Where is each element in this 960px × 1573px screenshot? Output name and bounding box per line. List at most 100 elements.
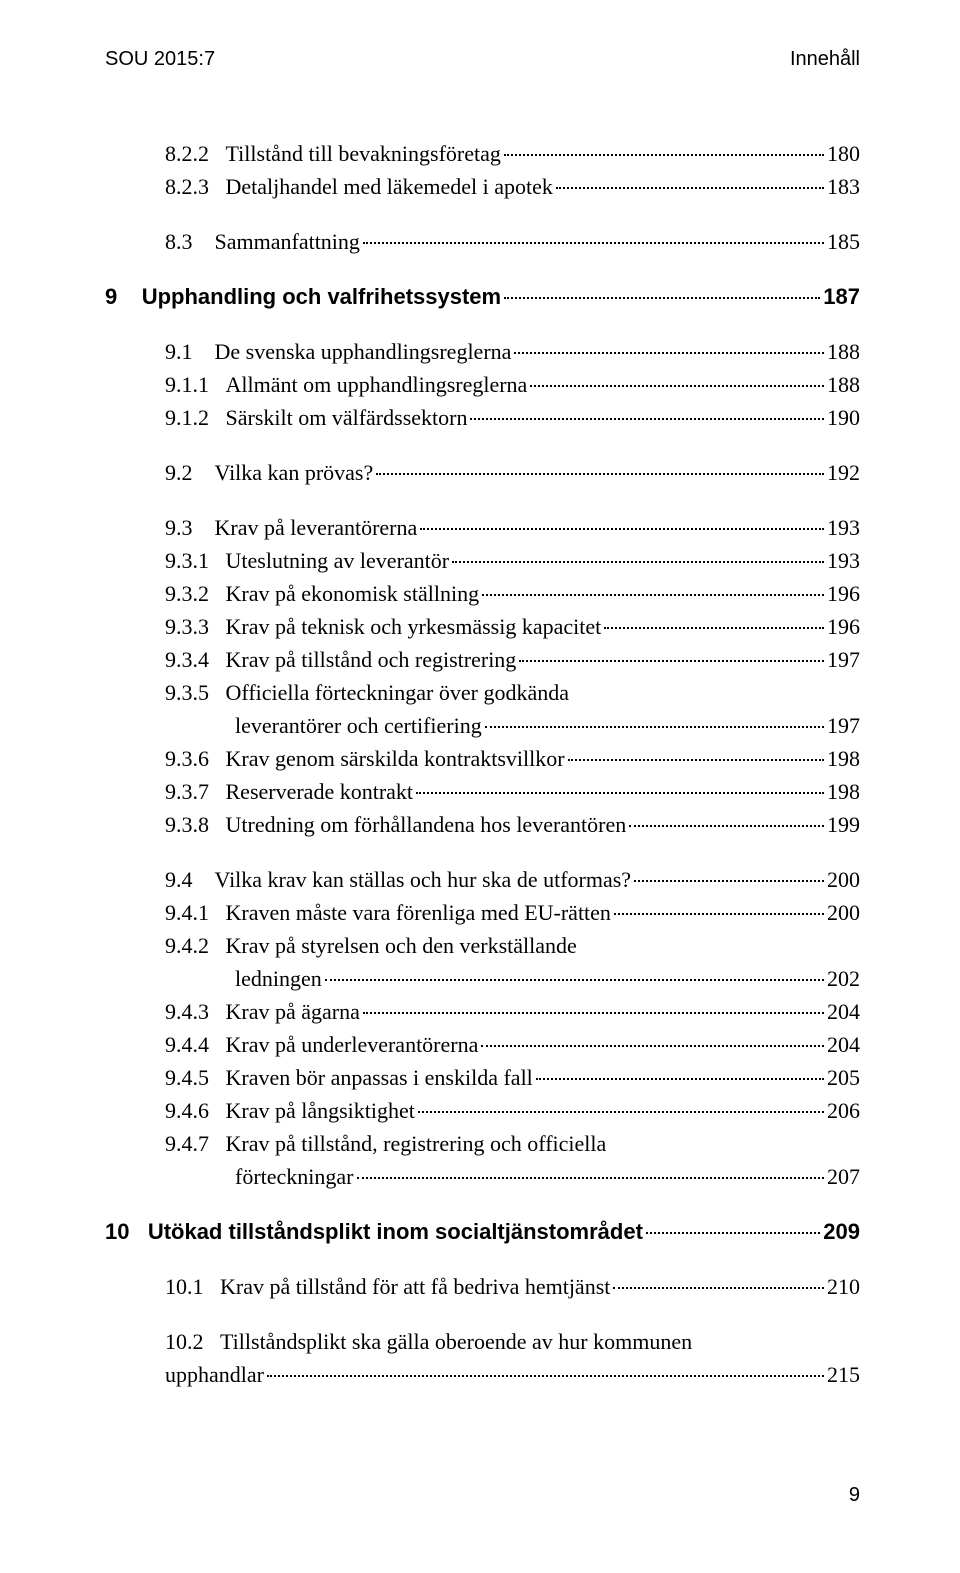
page-number: 9: [849, 1484, 860, 1507]
toc-entry: 9.4.6 Krav på långsiktighet206: [105, 1094, 860, 1127]
toc-entry-label: Tillstånd till bevakningsföretag: [226, 137, 501, 170]
toc-entry: 9.3.4 Krav på tillstånd och registrering…: [105, 643, 860, 676]
toc-entry-continuation: upphandlar215: [105, 1358, 860, 1391]
toc-entry-page: 187: [823, 280, 860, 313]
toc-entry-continuation: leverantörer och certifiering 197: [105, 709, 860, 742]
toc-leader: [646, 1232, 820, 1234]
toc-entry-label: Krav på leverantörerna: [215, 511, 418, 544]
toc-entry: 9.3 Krav på leverantörerna 193: [105, 511, 860, 544]
toc-entry-page: 183: [827, 170, 860, 203]
toc-entry: 8.3 Sammanfattning185: [105, 225, 860, 258]
toc-entry-label: ledningen: [235, 962, 322, 995]
toc-entry-page: 196: [827, 577, 860, 610]
toc-entry-number: 9.4.1: [165, 896, 226, 929]
toc-entry-page: 209: [823, 1215, 860, 1248]
table-of-contents: 8.2.2 Tillstånd till bevakningsföretag 18…: [105, 137, 860, 1391]
document-page: SOU 2015:7 Innehåll 8.2.2 Tillstånd till…: [0, 0, 960, 1573]
toc-leader: [363, 242, 824, 244]
toc-entry-label: Vilka kan prövas?: [215, 456, 374, 489]
toc-entry: 9.4 Vilka krav kan ställas och hur ska d…: [105, 863, 860, 896]
toc-leader: [357, 1177, 825, 1179]
toc-leader: [530, 385, 824, 387]
toc-entry-page: 200: [827, 863, 860, 896]
toc-entry-label: Krav på långsiktighet: [226, 1094, 415, 1127]
toc-entry-number: 10.1: [165, 1270, 220, 1303]
toc-entry-page: 205: [827, 1061, 860, 1094]
toc-entry-number: 9.3.5: [165, 676, 226, 709]
toc-entry-number: 9.4.4: [165, 1028, 226, 1061]
toc-entry-number: 9.3.4: [165, 643, 226, 676]
toc-entry-page: 188: [827, 368, 860, 401]
toc-leader: [568, 759, 824, 761]
toc-entry-label: Vilka krav kan ställas och hur ska de ut…: [215, 863, 632, 896]
toc-entry-number: 9.4.7: [165, 1127, 226, 1160]
toc-entry-page: 199: [827, 808, 860, 841]
toc-leader: [504, 154, 824, 156]
toc-leader: [325, 979, 824, 981]
running-head-left: SOU 2015:7: [105, 48, 215, 71]
toc-entry-page: 193: [827, 511, 860, 544]
toc-leader: [629, 825, 824, 827]
toc-entry-number: 9.2: [165, 456, 215, 489]
toc-entry-page: 197: [827, 643, 860, 676]
toc-entry: 9.3.6 Krav genom särskilda kontraktsvill…: [105, 742, 860, 775]
toc-leader: [604, 627, 824, 629]
toc-leader: [420, 528, 824, 530]
toc-entry-page: 185: [827, 225, 860, 258]
toc-entry-page: 192: [827, 456, 860, 489]
toc-entry-number: 9.4.5: [165, 1061, 226, 1094]
toc-entry-label: Särskilt om välfärdssektorn: [226, 401, 468, 434]
toc-entry-number: 9.3.1: [165, 544, 226, 577]
toc-entry-label: De svenska upphandlingsreglerna: [215, 335, 512, 368]
toc-entry: 10.2 Tillståndsplikt ska gälla oberoende…: [105, 1325, 860, 1358]
toc-entry-number: 9.1.2: [165, 401, 226, 434]
running-head-right: Innehåll: [790, 48, 860, 71]
toc-entry-number: 9.3.7: [165, 775, 226, 808]
toc-entry: 10.1 Krav på tillstånd för att få bedriv…: [105, 1270, 860, 1303]
toc-entry: 9.4.5 Kraven bör anpassas i enskilda fal…: [105, 1061, 860, 1094]
toc-entry-page: 202: [827, 962, 860, 995]
toc-entry: 9.3.8 Utredning om förhållandena hos lev…: [105, 808, 860, 841]
toc-leader: [613, 1287, 824, 1289]
toc-entry-label: Tillståndsplikt ska gälla oberoende av h…: [220, 1325, 692, 1358]
toc-entry: 9.1.2 Särskilt om välfärdssektorn190: [105, 401, 860, 434]
toc-entry: 9.3.2 Krav på ekonomisk ställning196: [105, 577, 860, 610]
toc-entry-page: 207: [827, 1160, 860, 1193]
toc-entry: 9.3.7 Reserverade kontrakt198: [105, 775, 860, 808]
toc-entry-label: Uteslutning av leverantör: [226, 544, 450, 577]
toc-entry-number: 9.4.6: [165, 1094, 226, 1127]
toc-leader: [614, 913, 824, 915]
toc-entry-number: 9.1.1: [165, 368, 226, 401]
toc-entry: 8.2.3 Detaljhandel med läkemedel i apote…: [105, 170, 860, 203]
toc-entry-label: leverantörer och certifiering: [235, 709, 482, 742]
toc-leader: [470, 418, 824, 420]
toc-entry: 9.4.7 Krav på tillstånd, registrering oc…: [105, 1127, 860, 1160]
toc-leader: [514, 352, 824, 354]
toc-entry-page: 204: [827, 995, 860, 1028]
toc-entry-page: 197: [827, 709, 860, 742]
toc-entry-label: Kraven bör anpassas i enskilda fall: [226, 1061, 533, 1094]
toc-entry-label: Kraven måste vara förenliga med EU-rätte…: [226, 896, 611, 929]
toc-entry: 9.1.1 Allmänt om upphandlingsreglerna188: [105, 368, 860, 401]
toc-entry-number: 8.2.3: [165, 170, 226, 203]
toc-entry-label: Officiella förteckningar över godkända: [226, 676, 570, 709]
toc-leader: [482, 594, 824, 596]
toc-entry: 9.3.1 Uteslutning av leverantör 193: [105, 544, 860, 577]
toc-entry-page: 204: [827, 1028, 860, 1061]
toc-entry-continuation: ledningen 202: [105, 962, 860, 995]
toc-leader: [418, 1111, 824, 1113]
toc-leader: [481, 1045, 824, 1047]
toc-entry-number: 8.3: [165, 225, 215, 258]
toc-leader: [519, 660, 824, 662]
toc-entry-number: 8.2.2: [165, 137, 226, 170]
toc-entry-page: 193: [827, 544, 860, 577]
toc-entry: 10 Utökad tillståndsplikt inom socialtjä…: [105, 1215, 860, 1248]
toc-entry-label: Krav på ägarna: [226, 995, 360, 1028]
running-head: SOU 2015:7 Innehåll: [105, 48, 860, 71]
toc-entry-label: förteckningar: [235, 1160, 354, 1193]
toc-entry-number: 9.3.6: [165, 742, 226, 775]
toc-entry-number: 9.3.2: [165, 577, 226, 610]
toc-entry-number: 9.3: [165, 511, 215, 544]
toc-entry: 9.3.5 Officiella förteckningar över godk…: [105, 676, 860, 709]
toc-entry: 9.4.1 Kraven måste vara förenliga med EU…: [105, 896, 860, 929]
